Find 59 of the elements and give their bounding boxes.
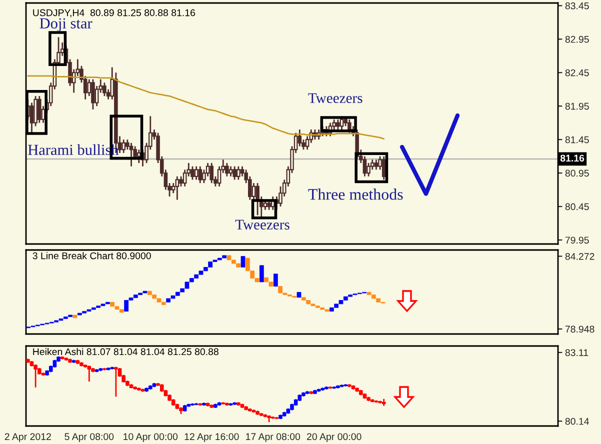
y-tick-label: 80.14 (565, 418, 589, 425)
candlestick (252, 182, 256, 201)
x-tick-label: 5 Apr 08:00 (64, 433, 114, 442)
candlestick (236, 166, 240, 180)
x-tick-label: 10 Apr 00:00 (124, 433, 178, 442)
candlestick (87, 364, 92, 382)
bar (72, 314, 78, 318)
bar (296, 292, 302, 298)
y-tick-label: 84.272 (565, 252, 594, 260)
candlestick (348, 118, 352, 134)
candlestick (228, 166, 233, 178)
bar (240, 256, 246, 268)
candlestick (190, 166, 194, 180)
annotation: Three methods (308, 188, 403, 200)
annotation: Doji star (40, 18, 92, 32)
candlestick (210, 162, 214, 184)
text: USDJPY,H4 80.89 81.25 80.88 81.16 (33, 9, 196, 18)
candlestick (38, 95, 42, 124)
y-tick-label: 80.45 (565, 203, 589, 210)
y-tick-label: 83.45 (565, 2, 589, 10)
y-tick-label: 83.11 (565, 349, 588, 356)
y-tick-label: 78.948 (565, 326, 594, 333)
candlestick (129, 142, 134, 168)
candlestick (225, 162, 229, 178)
candlestick (232, 166, 236, 180)
y-tick-label: 82.45 (565, 69, 589, 76)
candlestick (374, 158, 378, 170)
candlestick (137, 148, 141, 164)
candlestick (256, 182, 260, 216)
y-tick-label: 81.95 (565, 102, 589, 110)
candlestick (336, 118, 340, 130)
candlestick (102, 82, 106, 97)
candlestick (30, 102, 34, 134)
x-tick-label: 17 Apr 08:00 (246, 433, 300, 442)
y-tick-label: 81.45 (565, 136, 589, 144)
candlestick (179, 176, 183, 188)
x-tick-label: 20 Apr 00:00 (307, 433, 362, 442)
candlestick (34, 364, 38, 388)
x-tick-label: 2 Apr 2012 (4, 433, 51, 442)
bar (273, 274, 278, 287)
candlestick (382, 156, 386, 180)
candlestick (366, 162, 370, 178)
chart-title: 3 Line Break Chart 80.9000 (32, 252, 151, 260)
bar (259, 265, 264, 282)
candlestick (194, 166, 198, 180)
candlestick (91, 78, 95, 110)
ref-line-label: 81.16 (560, 154, 584, 162)
chart-title: Heiken Ashi 81.07 81.04 81.04 81.25 80.88 (33, 348, 218, 356)
annotation: Tweezers (235, 220, 290, 230)
candlestick (175, 176, 180, 201)
annotation: Tweezers (308, 93, 362, 104)
candlestick (122, 138, 126, 154)
x-tick-label: 12 Apr 16:00 (184, 433, 239, 442)
y-tick-label: 80.95 (565, 170, 589, 177)
candlestick (114, 366, 118, 398)
y-tick-label: 82.95 (565, 36, 589, 43)
candlestick (198, 166, 202, 184)
y-tick-label: 79.95 (565, 236, 589, 244)
candlestick (298, 128, 302, 147)
